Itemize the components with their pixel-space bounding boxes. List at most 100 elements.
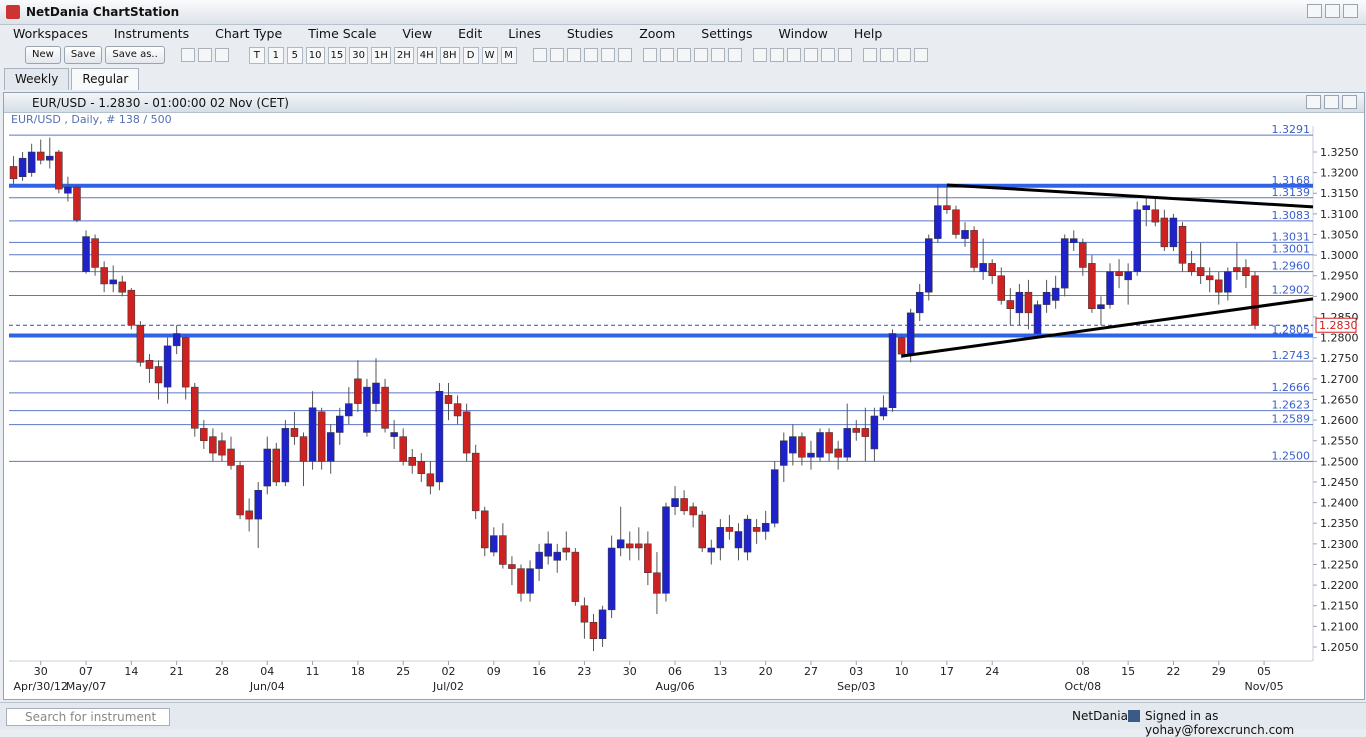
timeframe-button[interactable]: 5 (286, 46, 303, 64)
toolbar-icon[interactable] (600, 48, 615, 62)
timeframe-button[interactable]: T (248, 46, 265, 64)
candle-body (843, 428, 851, 458)
y-tick-label: 1.2300 (1320, 538, 1359, 551)
candle-body (435, 390, 444, 483)
menu-item[interactable]: View (402, 26, 433, 41)
candle-body (1124, 271, 1132, 281)
x-tick-label: 30 (34, 665, 48, 678)
menu-item[interactable]: Instruments (113, 26, 190, 41)
candle-body (852, 428, 861, 433)
candle-body (689, 506, 697, 516)
status-brand: NetDania (1072, 709, 1128, 723)
candle-body (653, 572, 661, 594)
menu-item[interactable]: Chart Type (215, 26, 283, 41)
toolbar: New Save Save as.. T 1 5 10 15 30 1H 2H 4H 8H D W M (0, 44, 1366, 66)
timeframe-button[interactable]: 15 (327, 46, 347, 64)
candle-body (218, 440, 226, 456)
x-tick-label: 24 (985, 665, 999, 678)
toolbar-button[interactable]: Save (63, 46, 103, 64)
x-tick-label: 18 (351, 665, 365, 678)
timeframe-button[interactable]: 1 (267, 46, 284, 64)
toolbar-icon[interactable] (617, 48, 632, 62)
y-tick-label: 1.3000 (1320, 249, 1359, 262)
menu-item[interactable]: Window (778, 26, 828, 41)
timeframe-button[interactable]: 1H (370, 46, 391, 64)
candle-body (109, 279, 117, 285)
toolbar-icon[interactable] (532, 48, 547, 62)
menu-item[interactable]: Settings (701, 26, 753, 41)
level-label: 1.3168 (1272, 174, 1311, 187)
toolbar-icon[interactable] (913, 48, 928, 62)
menu-item[interactable]: Time Scale (308, 26, 377, 41)
candle-body (508, 564, 516, 569)
toolbar-icon[interactable] (896, 48, 911, 62)
toolbar-icon[interactable] (676, 48, 691, 62)
toolbar-icon[interactable] (837, 48, 852, 62)
candle-body (154, 366, 163, 384)
candle-body (1233, 267, 1241, 272)
toolbar-icon[interactable] (803, 48, 818, 62)
toolbar-icon[interactable] (693, 48, 708, 62)
candle-body (9, 166, 18, 180)
menu-item[interactable]: Studies (566, 26, 614, 41)
toolbar-icon[interactable] (659, 48, 674, 62)
candle-body (345, 403, 353, 417)
toolbar-icon[interactable] (862, 48, 877, 62)
candle-body (544, 543, 552, 557)
chart-window-title: EUR/USD - 1.2830 - 01:00:00 02 Nov (CET) (4, 93, 1364, 113)
search-box[interactable]: Search for instrument (6, 708, 170, 726)
timeframe-button[interactable]: 30 (349, 46, 368, 64)
candle-body (553, 551, 561, 561)
period-label: Oct/08 (1064, 680, 1101, 693)
toolbar-icon[interactable] (549, 48, 564, 62)
menu-item[interactable]: Edit (458, 26, 483, 41)
toolbar-icon[interactable] (879, 48, 894, 62)
toolbar-button[interactable]: Save as.. (105, 46, 165, 64)
candle-body (943, 205, 951, 210)
menu-item[interactable]: Zoom (639, 26, 676, 41)
timeframe-button[interactable]: 2H (393, 46, 414, 64)
tab[interactable]: Weekly (4, 68, 70, 90)
timeframe-button[interactable]: 4H (416, 46, 437, 64)
candle-body (562, 547, 571, 553)
candle-body (18, 157, 27, 177)
x-tick-label: 20 (759, 665, 773, 678)
toolbar-icon[interactable] (752, 48, 767, 62)
candle-body (961, 230, 969, 239)
x-tick-label: 29 (1212, 665, 1226, 678)
toolbar-icon[interactable] (566, 48, 581, 62)
timeframe-button[interactable]: 10 (305, 46, 325, 64)
y-tick-label: 1.2400 (1320, 497, 1359, 510)
timeframe-button[interactable]: W (481, 46, 498, 64)
toolbar-icon[interactable] (180, 48, 195, 62)
y-tick-label: 1.2200 (1320, 579, 1359, 592)
candle-body (1097, 304, 1105, 309)
menu-item[interactable]: Lines (508, 26, 541, 41)
menu-item[interactable]: Help (853, 26, 883, 41)
toolbar-button[interactable]: New (25, 46, 61, 64)
toolbar-icon[interactable] (642, 48, 657, 62)
timeframe-button[interactable]: D (462, 46, 479, 64)
tab[interactable]: Regular (71, 68, 140, 90)
toolbar-icon[interactable] (583, 48, 598, 62)
menu-item[interactable]: Workspaces (13, 26, 88, 41)
toolbar-icon[interactable] (786, 48, 801, 62)
toolbar-icon[interactable] (820, 48, 835, 62)
y-tick-label: 1.3250 (1320, 146, 1359, 159)
candle-body (589, 621, 598, 639)
candle-body (897, 337, 906, 355)
y-tick-label: 1.2550 (1320, 435, 1359, 448)
timeframe-button[interactable]: 8H (439, 46, 460, 64)
x-tick-label: 17 (940, 665, 954, 678)
candle-body (254, 489, 262, 520)
toolbar-icon[interactable] (710, 48, 725, 62)
toolbar-icon[interactable] (214, 48, 229, 62)
last-price-box (1315, 317, 1357, 333)
toolbar-icon[interactable] (769, 48, 784, 62)
candle-body (1187, 263, 1196, 272)
timeframe-button[interactable]: M (500, 46, 517, 64)
toolbar-icon[interactable] (197, 48, 212, 62)
candle-body (46, 155, 54, 161)
toolbar-icon[interactable] (727, 48, 742, 62)
candle-body (888, 333, 897, 408)
